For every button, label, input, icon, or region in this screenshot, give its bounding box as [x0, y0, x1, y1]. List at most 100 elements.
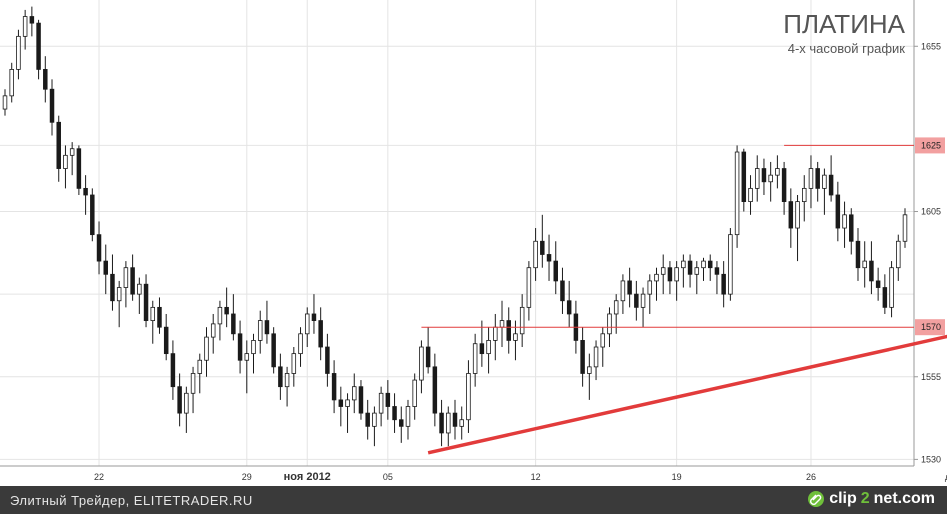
candle-body [130, 267, 135, 295]
x-tick-label: 22 [94, 472, 104, 482]
candle-body [137, 283, 142, 295]
candle-body [701, 260, 706, 269]
candle-body [278, 366, 283, 388]
candle-body [372, 412, 377, 427]
logo-text-two: 2 [860, 490, 870, 507]
candle-body [788, 201, 794, 229]
candle-body [580, 340, 585, 374]
candle-body [432, 366, 438, 414]
candle-body [190, 373, 196, 394]
candle-body [593, 346, 599, 368]
y-tick-label: 1605 [921, 207, 941, 217]
x-axis: 22 29 ноя 2012 05 12 19 26 дек [0, 465, 947, 483]
x-tick-label: 12 [531, 472, 541, 482]
candle-body [439, 412, 444, 434]
trend-line [427, 334, 947, 455]
candle-body [358, 386, 364, 414]
candle-body [36, 22, 41, 70]
candle-body [298, 333, 303, 355]
candle-body [600, 333, 606, 348]
candle-body [352, 386, 357, 401]
candle-body [399, 419, 404, 427]
candle-body [123, 267, 129, 288]
candle-body [116, 287, 122, 302]
candle-body [647, 280, 653, 295]
candle-body [110, 273, 115, 302]
candle-body [425, 346, 431, 368]
candle-body [748, 187, 753, 203]
candle-body [714, 267, 720, 275]
candle-body [849, 214, 854, 242]
candle-body [16, 35, 21, 70]
candle-body [869, 260, 874, 282]
candle-body [204, 336, 209, 361]
chart-title: ПЛАТИНА [783, 9, 905, 39]
candle-body [513, 333, 518, 341]
paperclip-icon [808, 491, 825, 507]
candle-body [654, 273, 659, 282]
candle-body [103, 260, 108, 275]
footer-bar: Элитный Трейдер, ELITETRADER.RU clip 2 net… [0, 486, 947, 514]
grid [0, 0, 914, 466]
candle-body [22, 16, 28, 37]
candle-body [634, 293, 639, 308]
candle-body [150, 306, 156, 321]
x-tick-label: ноя 2012 [284, 471, 331, 483]
candle-body [707, 260, 713, 269]
candle-body [331, 373, 337, 401]
candle-body [311, 313, 317, 321]
candle-body [822, 174, 827, 189]
x-tick-label: 26 [806, 472, 816, 482]
y-tick-label: 1555 [921, 372, 941, 382]
candle-body [754, 168, 760, 189]
candle-body [728, 234, 733, 295]
price-tag-label: 1570 [921, 322, 941, 332]
candle-body [620, 280, 626, 302]
candle-body [808, 168, 814, 189]
candle-body [775, 168, 780, 176]
candle-body [674, 267, 679, 282]
candle-body [506, 320, 511, 341]
candle-body [217, 306, 223, 325]
candle-body [627, 280, 632, 295]
candle-body [526, 267, 532, 308]
clip2net-logo: clip 2 net.com [807, 490, 935, 508]
candle-body [143, 283, 149, 321]
candle-body [533, 240, 538, 269]
candle-body [264, 320, 270, 335]
candle-body [660, 267, 666, 275]
candle-body [499, 320, 505, 328]
candle-body [842, 214, 847, 229]
candle-body [761, 168, 767, 183]
candle-body [493, 326, 498, 341]
candle-body [419, 346, 424, 381]
candle-body [163, 326, 169, 355]
candle-body [667, 267, 673, 282]
candle-body [828, 174, 834, 196]
candles [2, 6, 908, 447]
candle-body [519, 306, 525, 335]
candle-body [43, 69, 48, 90]
candle-body [96, 234, 102, 262]
candle-body [446, 412, 451, 434]
candle-body [29, 16, 35, 24]
candle-body [405, 406, 411, 427]
x-tick-label: дек [945, 472, 947, 482]
chart-subtitle: 4-х часовой график [788, 41, 906, 56]
price-tag [915, 137, 945, 154]
candle-body [90, 194, 95, 236]
candle-body [694, 267, 700, 275]
candle-body [325, 346, 330, 374]
candle-body [304, 313, 310, 335]
y-axis: 1655 1605 1555 1530 1625 1570 [913, 0, 945, 466]
candle-body [385, 392, 391, 407]
candle-body [889, 267, 894, 308]
candle-body [459, 419, 464, 427]
y-tick-label: 1530 [921, 454, 941, 464]
candle-body [318, 320, 323, 348]
candle-body [795, 201, 800, 229]
candle-body [244, 353, 250, 361]
candle-body [902, 214, 908, 242]
candle-body [56, 121, 61, 169]
candle-body [607, 313, 612, 335]
